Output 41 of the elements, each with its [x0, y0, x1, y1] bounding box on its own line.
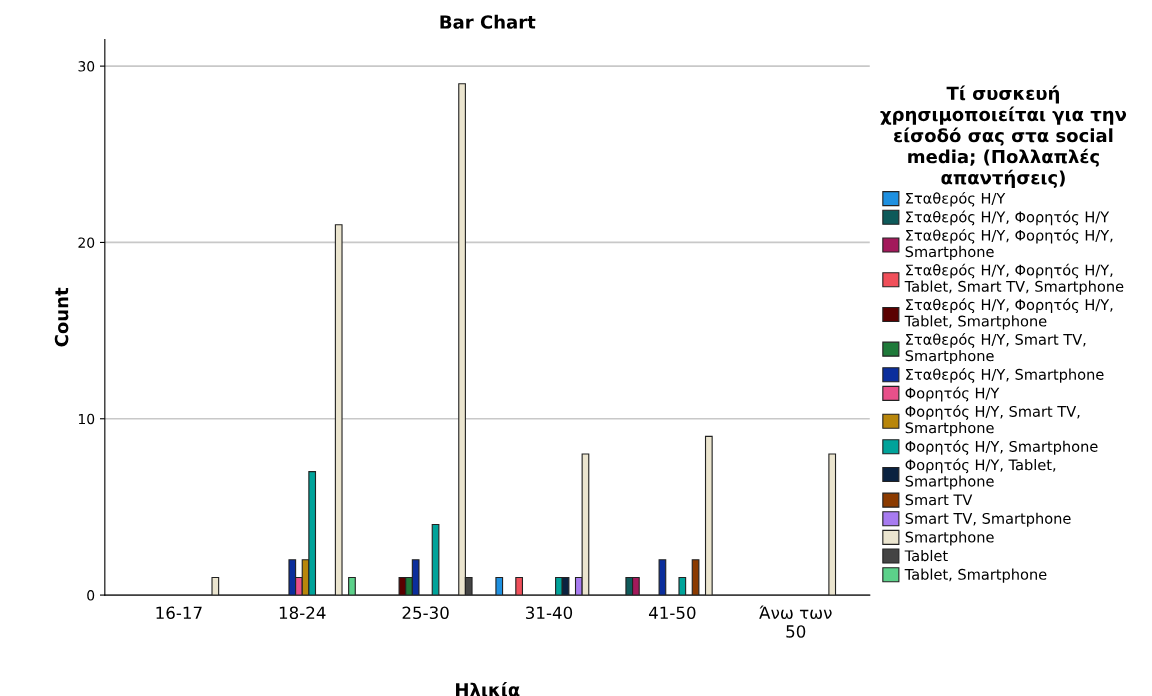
legend-label: Φορητός Η/Υ, Smartphone: [905, 440, 1098, 455]
legend-label: Φορητός Η/Υ, Smart TV, Smartphone: [905, 405, 1080, 437]
y-axis-title: Count: [54, 287, 69, 347]
legend-title: Τί συσκευή χρησιμοποιείται για την είσοδό σας στα social media; (Πολλαπλές απαντήσεις): [880, 85, 1127, 188]
legend-label: Σταθερός Η/Υ, Smart TV, Smartphone: [905, 333, 1086, 365]
legend-label: Smart TV: [905, 494, 973, 506]
legend-label: Σταθερός Η/Υ, Φορητός Η/Υ, Tablet, Smart TV, Smartphone: [904, 263, 1124, 295]
bar: [495, 576, 504, 596]
legend-label: Tablet: [904, 549, 948, 562]
legend-label: Φορητός Η/Υ: [905, 386, 1000, 402]
legend-label: Σταθερός Η/Υ: [906, 191, 1006, 207]
legend-label: Σταθερός Η/Υ, Φορητός Η/Υ, Tablet, Smartphone: [904, 298, 1113, 330]
x-tick-label: 41-50: [648, 606, 696, 620]
legend-label: Smartphone: [905, 531, 994, 546]
x-tick-label: 25-30: [402, 606, 449, 620]
legend-label: Tablet, Smartphone: [904, 568, 1047, 583]
chart-title: Bar Chart: [440, 14, 536, 29]
legend-label: Smart TV, Smartphone: [905, 512, 1071, 527]
legend-label: Σταθερός Η/Υ, Φορητός Η/Υ, Smartphone: [905, 228, 1113, 260]
bar: [658, 559, 667, 596]
y-tick-label: 20: [78, 237, 95, 248]
x-tick-label: 31-40: [526, 606, 573, 620]
y-tick-label: 10: [78, 413, 95, 425]
x-tick-label: 18-24: [279, 606, 326, 620]
y-tick-label: 0: [87, 590, 95, 601]
x-axis-title: Ηλικία: [456, 681, 520, 696]
legend-label: Φορητός Η/Υ, Tablet, Smartphone: [905, 458, 1056, 490]
bar: [828, 453, 837, 596]
bar: [515, 576, 524, 596]
legend-label: Σταθερός Η/Υ, Smartphone: [906, 368, 1104, 383]
bar: [431, 523, 440, 596]
bar: [704, 435, 713, 596]
bar: [211, 576, 220, 596]
x-tick-label: Άνω των 50: [759, 605, 832, 638]
bar: [691, 559, 700, 596]
bar: [678, 576, 687, 596]
legend-label: Σταθερός Η/Υ, Φορητός Η/Υ: [906, 210, 1110, 226]
bar: [348, 576, 356, 596]
y-tick-label: 30: [78, 61, 95, 72]
x-tick-label: 16-17: [156, 606, 202, 620]
bar: [334, 224, 343, 596]
